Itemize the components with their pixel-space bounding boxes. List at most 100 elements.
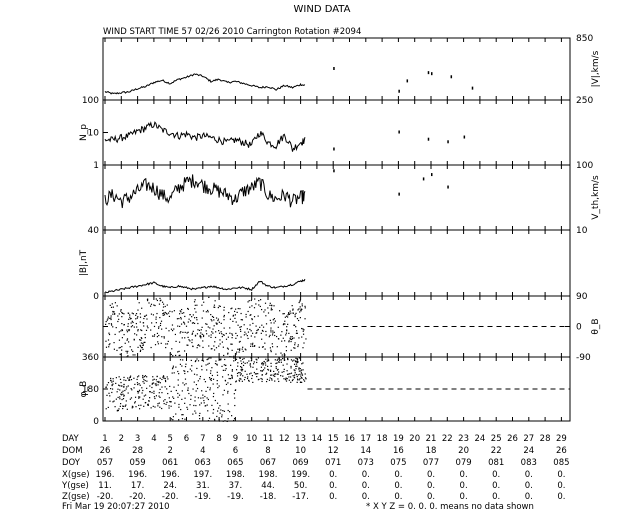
data-point: [294, 344, 296, 346]
data-point: [217, 410, 219, 412]
data-point: [267, 307, 269, 309]
data-point: [182, 359, 184, 361]
table-cell: 075: [390, 458, 406, 468]
data-point: [270, 365, 272, 367]
data-point: [284, 359, 286, 361]
data-point: [147, 404, 149, 406]
table-cell: 29: [556, 434, 567, 444]
data-point: [134, 333, 136, 335]
data-point: [151, 383, 153, 385]
data-point: [208, 335, 210, 337]
data-point: [213, 319, 215, 321]
data-point: [215, 360, 217, 362]
data-point: [270, 309, 272, 311]
data-point: [126, 339, 128, 341]
data-point: [398, 130, 400, 134]
data-point: [155, 383, 157, 385]
data-point: [220, 409, 222, 411]
data-point: [196, 304, 198, 306]
data-point: [255, 325, 257, 327]
data-point: [208, 417, 211, 419]
data-point: [267, 368, 269, 371]
data-point: [187, 308, 189, 310]
table-cell: -20.: [97, 492, 114, 502]
data-point: [300, 369, 303, 371]
data-point: [286, 315, 288, 317]
data-point: [290, 372, 293, 374]
table-cell: 071: [325, 458, 341, 468]
data-point: [244, 362, 246, 364]
data-point: [170, 328, 173, 330]
data-point: [207, 398, 209, 401]
data-point: [269, 319, 271, 321]
table-cell: 14: [311, 434, 322, 444]
table-cell: -19.: [195, 492, 212, 502]
data-point: [199, 375, 202, 378]
data-point: [260, 308, 263, 311]
data-point: [154, 383, 157, 385]
data-point: [292, 312, 294, 314]
data-point: [279, 310, 281, 312]
data-point: [250, 299, 252, 302]
data-point: [288, 379, 290, 381]
data-point: [153, 392, 155, 394]
data-point: [296, 332, 298, 334]
data-point: [109, 304, 111, 306]
data-point: [244, 331, 246, 333]
data-point: [212, 408, 215, 411]
data-point: [139, 396, 141, 398]
data-point: [276, 335, 278, 338]
data-point: [161, 407, 163, 410]
data-point: [239, 357, 241, 359]
data-point: [118, 313, 120, 315]
data-point: [127, 323, 129, 325]
data-point: [271, 305, 273, 307]
data-point: [197, 329, 199, 331]
data-point: [226, 347, 229, 349]
data-point: [136, 376, 139, 378]
data-point: [166, 304, 168, 306]
data-point: [268, 379, 271, 381]
data-point: [257, 315, 259, 317]
data-point: [269, 369, 272, 371]
data-point: [297, 345, 299, 348]
data-point: [196, 387, 199, 390]
data-point: [141, 346, 143, 349]
data-point: [275, 367, 277, 369]
data-point: [238, 348, 240, 350]
data-point: [196, 317, 198, 319]
data-point: [203, 378, 205, 381]
data-point: [125, 404, 127, 406]
data-point: [211, 315, 214, 318]
data-point: [185, 383, 187, 385]
data-point: [159, 324, 162, 327]
data-point: [179, 363, 182, 365]
data-point: [240, 312, 242, 315]
data-point: [183, 384, 186, 386]
data-point: [158, 392, 160, 394]
data-point: [269, 347, 271, 349]
data-point: [167, 312, 170, 314]
y-tick-label: 100: [576, 161, 593, 171]
data-point: [146, 380, 148, 382]
data-point: [172, 365, 175, 367]
data-point: [240, 330, 242, 332]
data-point: [170, 390, 172, 392]
data-point: [142, 342, 144, 345]
data-point: [257, 379, 259, 381]
data-point: [125, 388, 127, 390]
data-point: [333, 147, 335, 151]
data-point: [163, 377, 165, 379]
data-point: [219, 305, 221, 308]
data-point: [115, 398, 117, 400]
data-point: [113, 348, 115, 350]
data-point: [202, 397, 204, 399]
data-point: [198, 329, 201, 331]
data-point: [216, 371, 218, 373]
data-point: [129, 346, 131, 348]
data-point: [137, 392, 139, 394]
data-point: [110, 377, 112, 379]
data-point: [166, 376, 168, 378]
data-point: [191, 365, 193, 367]
